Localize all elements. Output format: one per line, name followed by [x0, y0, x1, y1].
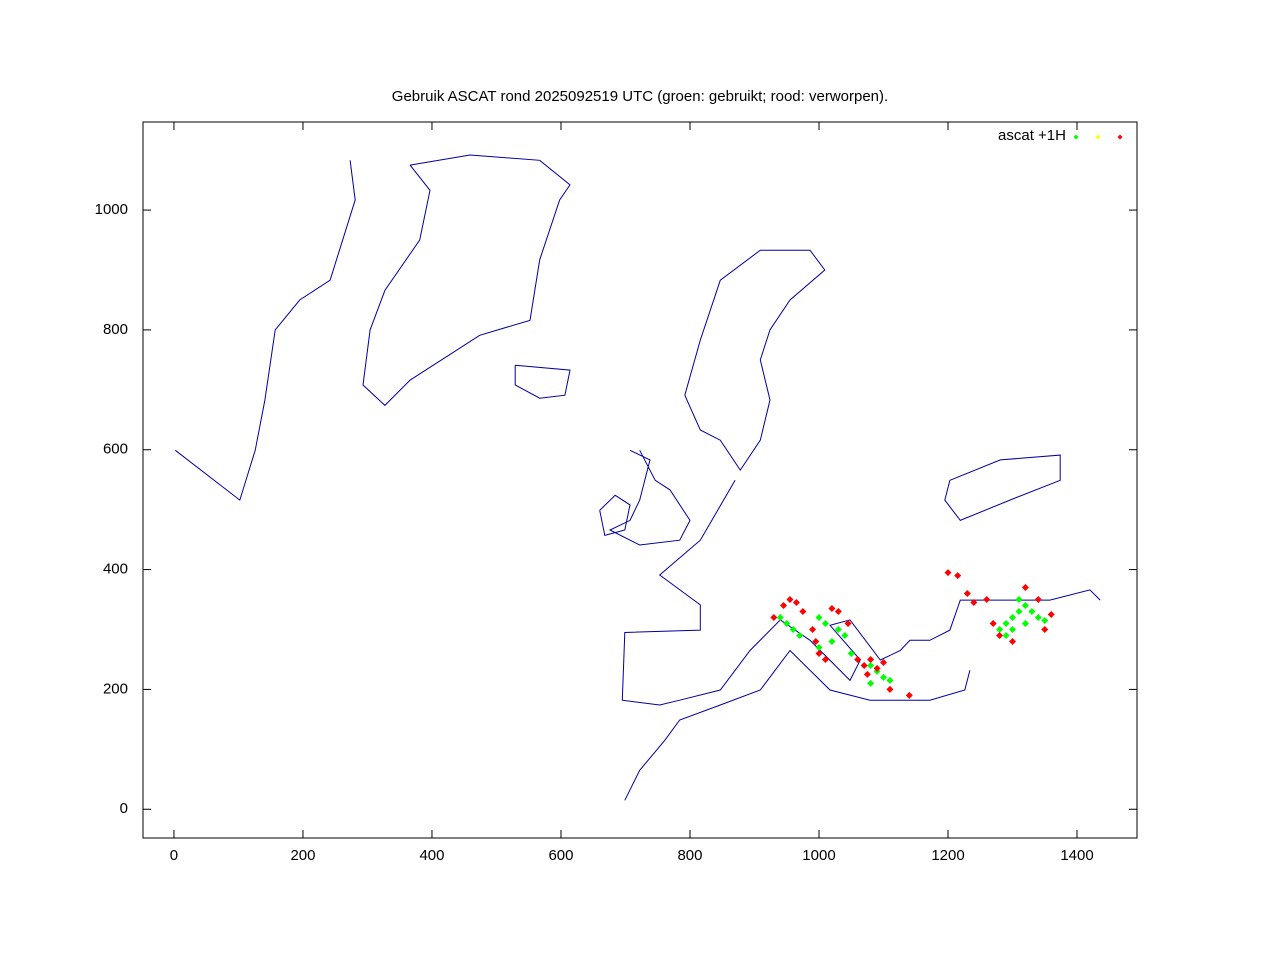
- data-point: [1015, 596, 1023, 604]
- data-point: [799, 608, 807, 616]
- y-tick-label: 0: [120, 800, 128, 817]
- data-point: [983, 596, 991, 604]
- data-point: [880, 658, 888, 666]
- data-point: [821, 619, 829, 627]
- data-point: [844, 619, 852, 627]
- data-point: [834, 625, 842, 633]
- data-point: [1034, 596, 1042, 604]
- x-tick-label: 200: [290, 847, 315, 864]
- data-point: [944, 569, 952, 577]
- data-point: [854, 655, 862, 663]
- data-point: [1021, 619, 1029, 627]
- x-tick-label: 1000: [802, 847, 835, 864]
- data-point: [796, 631, 804, 639]
- data-point: [776, 614, 784, 622]
- y-tick-label: 800: [103, 321, 128, 338]
- data-point: [828, 637, 836, 645]
- coastline: [624, 649, 971, 801]
- data-point: [1021, 602, 1029, 610]
- data-point: [847, 649, 855, 657]
- coastline: [608, 449, 691, 546]
- data-point: [828, 605, 836, 613]
- legend-marker: [1095, 134, 1101, 140]
- data-point: [867, 661, 875, 669]
- data-point: [970, 599, 978, 607]
- data-point: [780, 602, 788, 610]
- data-point: [1041, 617, 1049, 625]
- data-point: [905, 691, 913, 699]
- plot-frame: [142, 121, 1138, 839]
- data-point: [1028, 608, 1036, 616]
- coastline: [684, 249, 826, 471]
- chart-title: Gebruik ASCAT rond 2025092519 UTC (groen…: [392, 88, 888, 105]
- data-point: [1047, 611, 1055, 619]
- data-point: [1009, 637, 1017, 645]
- data-point: [867, 679, 875, 687]
- data-point: [1009, 614, 1017, 622]
- data-point: [963, 590, 971, 598]
- data-point: [809, 625, 817, 633]
- data-point: [1034, 614, 1042, 622]
- data-point: [770, 614, 778, 622]
- data-point: [812, 637, 820, 645]
- data-point: [815, 614, 823, 622]
- data-point: [1015, 608, 1023, 616]
- data-point: [860, 661, 868, 669]
- data-point: [863, 670, 871, 678]
- data-point: [821, 655, 829, 663]
- data-point: [834, 608, 842, 616]
- data-point: [873, 664, 881, 672]
- data-point: [1009, 625, 1017, 633]
- data-point: [1002, 619, 1010, 627]
- data-point: [996, 631, 1004, 639]
- data-point: [989, 619, 997, 627]
- coastline: [621, 480, 1101, 706]
- x-tick-label: 600: [548, 847, 573, 864]
- data-point: [786, 596, 794, 604]
- data-point: [954, 572, 962, 580]
- data-point: [867, 655, 875, 663]
- data-point: [841, 631, 849, 639]
- x-tick-label: 1400: [1060, 847, 1093, 864]
- data-point: [886, 676, 894, 684]
- data-point: [792, 599, 800, 607]
- y-tick-label: 1000: [95, 201, 128, 218]
- data-point: [996, 625, 1004, 633]
- data-point: [1002, 631, 1010, 639]
- data-point: [789, 625, 797, 633]
- data-point: [880, 673, 888, 681]
- x-tick-label: 400: [419, 847, 444, 864]
- y-tick-label: 200: [103, 680, 128, 697]
- coastline: [944, 454, 1061, 522]
- data-point: [1041, 625, 1049, 633]
- x-tick-label: 800: [677, 847, 702, 864]
- y-tick-label: 400: [103, 561, 128, 578]
- data-point: [815, 643, 823, 651]
- coastline: [514, 364, 571, 399]
- data-point: [815, 649, 823, 657]
- coastline: [174, 160, 356, 501]
- legend-label: ascat +1H: [998, 127, 1066, 144]
- x-tick-label: 0: [170, 847, 178, 864]
- legend-marker: [1073, 134, 1079, 140]
- coastline: [599, 494, 631, 537]
- coastline: [362, 154, 571, 407]
- y-tick-label: 600: [103, 441, 128, 458]
- x-tick-label: 1200: [931, 847, 964, 864]
- legend-marker: [1117, 134, 1123, 140]
- data-point: [783, 619, 791, 627]
- data-point: [886, 685, 894, 693]
- data-point: [1021, 584, 1029, 592]
